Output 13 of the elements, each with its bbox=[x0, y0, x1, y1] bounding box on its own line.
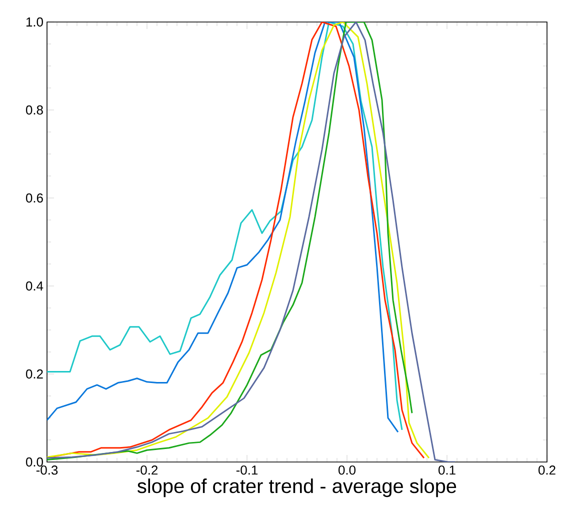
x-tick-label: 0.0 bbox=[338, 466, 356, 475]
x-tick-label: -0.2 bbox=[136, 466, 158, 475]
x-tick-label: 0.2 bbox=[538, 466, 556, 475]
y-tick-label: 1.0 bbox=[26, 17, 43, 27]
x-axis-title: slope of crater trend - average slope bbox=[138, 478, 456, 498]
y-tick-label: 0.8 bbox=[26, 105, 43, 115]
y-tick-label: 0.6 bbox=[26, 193, 43, 203]
x-tick-label: 0.1 bbox=[438, 466, 456, 475]
x-tick-label: -0.1 bbox=[236, 466, 258, 475]
y-tick-label: 0.0 bbox=[26, 457, 43, 467]
y-tick-label: 0.2 bbox=[26, 369, 43, 379]
y-tick-label: 0.4 bbox=[26, 281, 44, 291]
x-tick-label: -0.3 bbox=[36, 466, 58, 475]
